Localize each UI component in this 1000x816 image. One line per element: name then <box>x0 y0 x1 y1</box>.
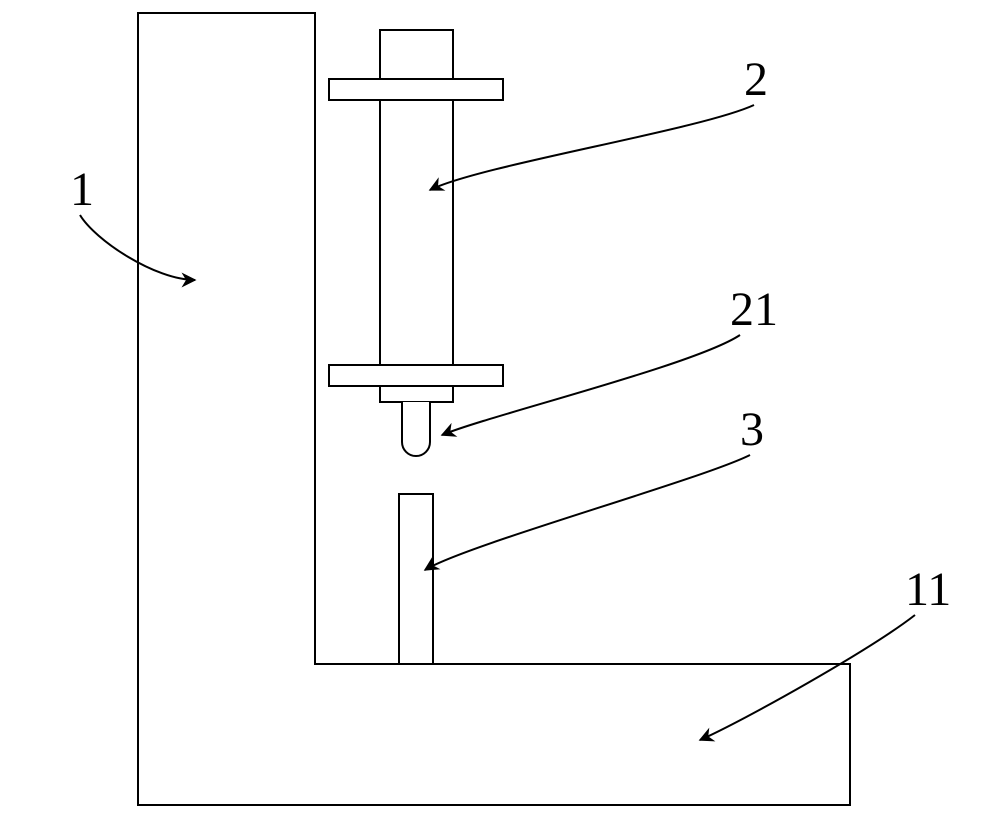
rod-tip <box>402 402 430 456</box>
label-l11: 11 <box>905 563 951 616</box>
label-l3: 3 <box>740 403 764 456</box>
label-l2: 2 <box>744 53 768 106</box>
leader-l3 <box>425 455 750 570</box>
leader-l2 <box>430 105 754 190</box>
bracket-lower <box>329 365 503 386</box>
bracket-upper <box>329 79 503 100</box>
part-3 <box>399 494 433 664</box>
label-l1: 1 <box>70 163 94 216</box>
label-l21: 21 <box>730 283 778 336</box>
